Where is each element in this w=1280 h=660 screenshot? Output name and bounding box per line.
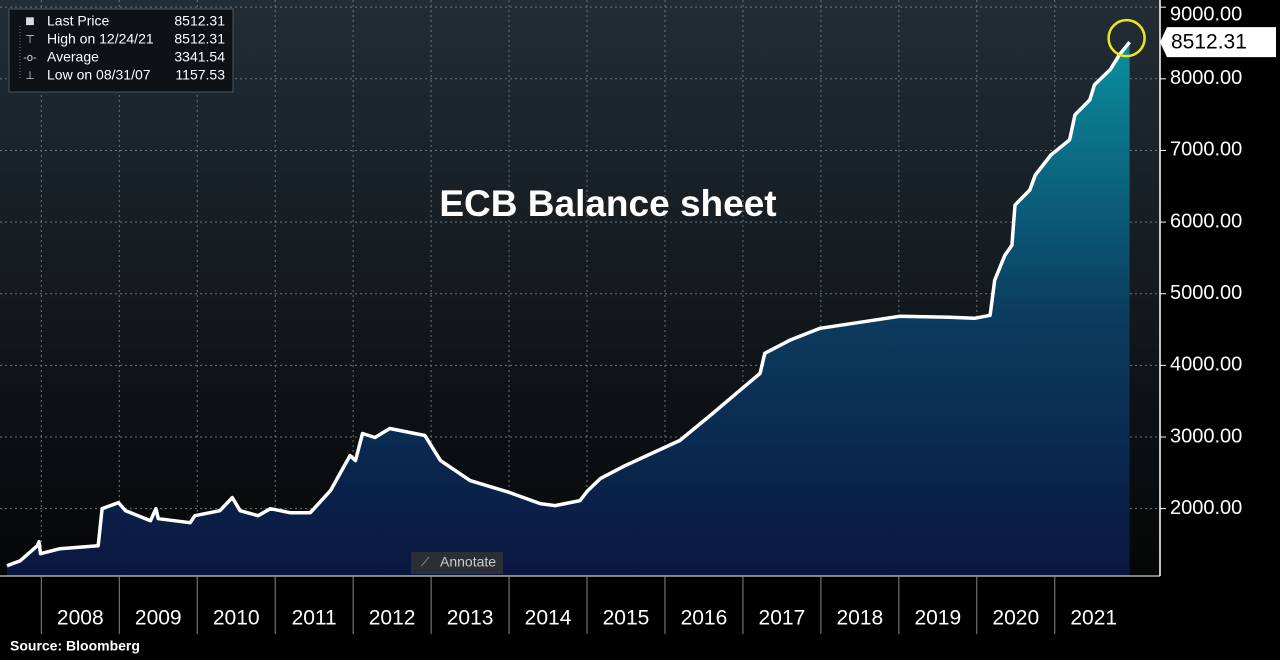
legend-box xyxy=(8,8,234,93)
x-tick-label: 2009 xyxy=(135,607,182,630)
legend-name: Low on 08/31/07 xyxy=(47,67,151,83)
y-tick-label: 2000.00 xyxy=(1170,497,1242,519)
annotate-icon: ⟋ xyxy=(421,555,430,569)
legend-icon: -o- xyxy=(23,52,37,64)
x-tick-label: 2015 xyxy=(603,607,650,630)
legend-value: 8512.31 xyxy=(174,31,225,47)
annotate-bg[interactable] xyxy=(411,552,503,574)
x-tick-label: 2013 xyxy=(447,607,494,630)
legend-name: Last Price xyxy=(47,13,109,29)
legend-icon: ⊥ xyxy=(25,70,35,82)
source: Source: Bloomberg xyxy=(10,638,140,654)
y-tick-label: 5000.00 xyxy=(1170,282,1242,304)
annotate-button[interactable]: ⟋ Annotate xyxy=(411,552,503,574)
y-tick-label: 6000.00 xyxy=(1170,210,1242,232)
x-tick-label: 2018 xyxy=(837,607,884,630)
x-tick-label: 2011 xyxy=(292,607,337,630)
legend-value: 3341.54 xyxy=(174,49,225,65)
legend-value: 8512.31 xyxy=(174,13,225,29)
x-tick-label: 2019 xyxy=(914,607,961,630)
x-tick-label: 2012 xyxy=(369,607,416,630)
y-tick-label: 9000.00 xyxy=(1170,3,1242,25)
line xyxy=(6,41,1131,568)
x-tick-label: 2014 xyxy=(525,607,572,630)
last-price-tag xyxy=(1160,27,1276,58)
x-tick-label: 2010 xyxy=(213,607,260,630)
chart-title: ECB Balance sheet xyxy=(439,183,776,224)
annotate-label[interactable]: Annotate xyxy=(440,554,496,570)
last-price-label: 8512.31 xyxy=(1171,31,1247,54)
x-tick-label: 2020 xyxy=(992,607,1039,630)
area xyxy=(7,42,1130,577)
y-tick-label: 8000.00 xyxy=(1170,67,1242,89)
last-point-highlight xyxy=(1107,18,1146,58)
x-tick-label: 2008 xyxy=(57,607,104,630)
legend-icon: ■ xyxy=(25,13,35,30)
y-tick-label: 4000.00 xyxy=(1170,354,1242,376)
legend-name: Average xyxy=(47,49,99,65)
legend-value: 1157.53 xyxy=(175,67,225,83)
x-tick-label: 2021 xyxy=(1070,607,1117,630)
legend: ■ Last Price 8512.31 ⊤ High on 12/24/21 8512.… xyxy=(8,8,234,93)
legend-name: High on 12/24/21 xyxy=(47,31,154,47)
x-tick-label: 2016 xyxy=(681,607,728,630)
x-tick-label: 2017 xyxy=(759,607,806,630)
legend-icon: ⊤ xyxy=(25,34,35,46)
y-tick-label: 3000.00 xyxy=(1170,425,1242,447)
y-tick-label: 7000.00 xyxy=(1170,139,1242,161)
